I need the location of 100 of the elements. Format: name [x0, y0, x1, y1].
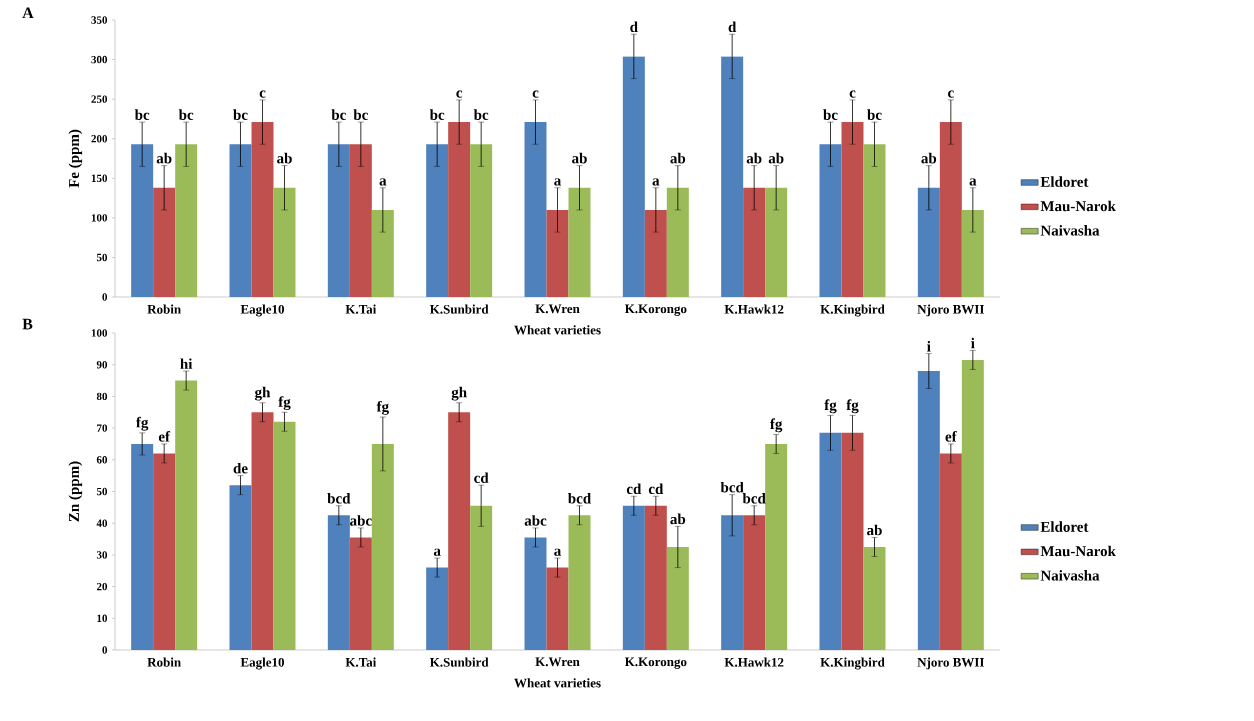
legend-label: Eldoret	[1040, 176, 1089, 187]
bar	[765, 187, 788, 297]
data-label: fg	[770, 418, 783, 433]
y-tick-label: 0	[102, 646, 108, 654]
legend-label: Eldoret	[1040, 521, 1089, 532]
data-label: cd	[474, 472, 489, 483]
x-axis-title: Wheat varieties	[514, 325, 601, 335]
data-label: hi	[180, 358, 193, 369]
data-label: bc	[429, 109, 445, 120]
data-label: a	[379, 178, 387, 186]
bar	[524, 537, 547, 650]
data-label: ab	[746, 152, 762, 164]
x-tick-label: K.Hawk12	[724, 657, 784, 667]
bar	[644, 209, 667, 297]
y-tick-label: 50	[96, 253, 108, 262]
data-label: bc	[353, 109, 368, 120]
bar	[131, 443, 154, 650]
x-tick-label: Eagle10	[240, 657, 285, 670]
legend-label: Mau-Narok	[1040, 200, 1116, 212]
x-tick-label: K.Tai	[345, 657, 377, 667]
bar	[448, 122, 471, 297]
bar	[273, 187, 296, 297]
bar	[917, 187, 940, 297]
y-tick-label: 60	[96, 456, 108, 464]
y-axis-title: Zn (ppm)	[68, 461, 83, 522]
bar	[546, 209, 569, 297]
data-label: bcd	[742, 493, 766, 504]
bar	[371, 209, 394, 297]
data-label: ab	[670, 513, 686, 525]
y-tick-label: 40	[96, 519, 108, 527]
bar	[273, 421, 296, 650]
data-label: gh	[451, 386, 467, 401]
bar	[175, 144, 198, 297]
data-label: ab	[768, 152, 784, 164]
x-tick-label: K.Tai	[345, 304, 377, 314]
bar	[470, 144, 493, 297]
data-label: c	[259, 90, 266, 98]
bar	[819, 432, 842, 650]
data-label: ef	[945, 431, 957, 442]
bar	[229, 485, 252, 650]
chart-title: B	[22, 318, 33, 330]
bar	[721, 515, 744, 650]
bar	[327, 144, 350, 297]
bar	[371, 443, 394, 650]
legend-label: Mau-Narok	[1040, 545, 1116, 557]
bar	[819, 144, 842, 297]
x-tick-label: K.Wren	[535, 304, 580, 314]
bar	[644, 505, 667, 650]
bar	[448, 412, 471, 650]
legend-label: Naivasha	[1040, 570, 1100, 581]
data-label: c	[456, 90, 463, 98]
data-label: fg	[846, 399, 859, 414]
x-tick-label: Robin	[147, 304, 181, 314]
data-label: a	[969, 178, 977, 186]
y-tick-label: 30	[96, 551, 108, 559]
data-label: fg	[376, 400, 389, 415]
data-label: bcd	[568, 493, 591, 504]
data-label: bc	[867, 109, 882, 120]
data-label: a	[554, 178, 562, 186]
bar	[743, 187, 766, 297]
x-tick-label: K.Kingbird	[820, 657, 885, 670]
bar	[765, 443, 788, 650]
data-label: abc	[524, 515, 547, 526]
x-tick-label: Njoro BWII	[917, 657, 985, 670]
data-label: cd	[648, 483, 664, 495]
bar	[327, 515, 350, 650]
x-tick-label: Njoro BWII	[917, 304, 985, 317]
data-label: d	[630, 21, 638, 33]
data-label: bc	[134, 109, 150, 120]
x-tick-label: K.Kingbird	[820, 304, 885, 317]
y-tick-label: 10	[97, 614, 108, 623]
x-tick-label: K.Hawk12	[724, 304, 784, 314]
bar	[349, 537, 372, 650]
x-axis-title: Wheat varieties	[514, 678, 601, 688]
y-tick-label: 80	[96, 392, 108, 401]
data-label: bc	[331, 109, 346, 120]
bar	[524, 122, 547, 297]
data-label: fg	[278, 396, 291, 411]
data-label: i	[971, 337, 975, 349]
data-label: ab	[670, 152, 686, 164]
y-tick-label: 250	[91, 95, 108, 103]
data-label: c	[849, 90, 856, 98]
data-label: ab	[867, 524, 882, 536]
data-label: ef	[158, 431, 171, 442]
data-label: ab	[921, 152, 937, 164]
x-tick-label: K.Sunbird	[429, 657, 489, 667]
bar	[939, 453, 962, 650]
data-label: de	[233, 462, 248, 474]
y-axis-title: Fe (ppm)	[68, 129, 83, 188]
y-tick-label: 100	[91, 329, 108, 337]
data-label: bc	[233, 109, 248, 120]
data-label: abc	[350, 515, 372, 526]
bar	[863, 546, 886, 650]
x-tick-label: Robin	[147, 657, 181, 667]
bar	[622, 505, 645, 650]
bar	[131, 144, 154, 297]
y-tick-label: 200	[91, 135, 108, 143]
bar	[841, 432, 864, 650]
bar	[470, 505, 493, 650]
data-label: ab	[156, 152, 172, 164]
